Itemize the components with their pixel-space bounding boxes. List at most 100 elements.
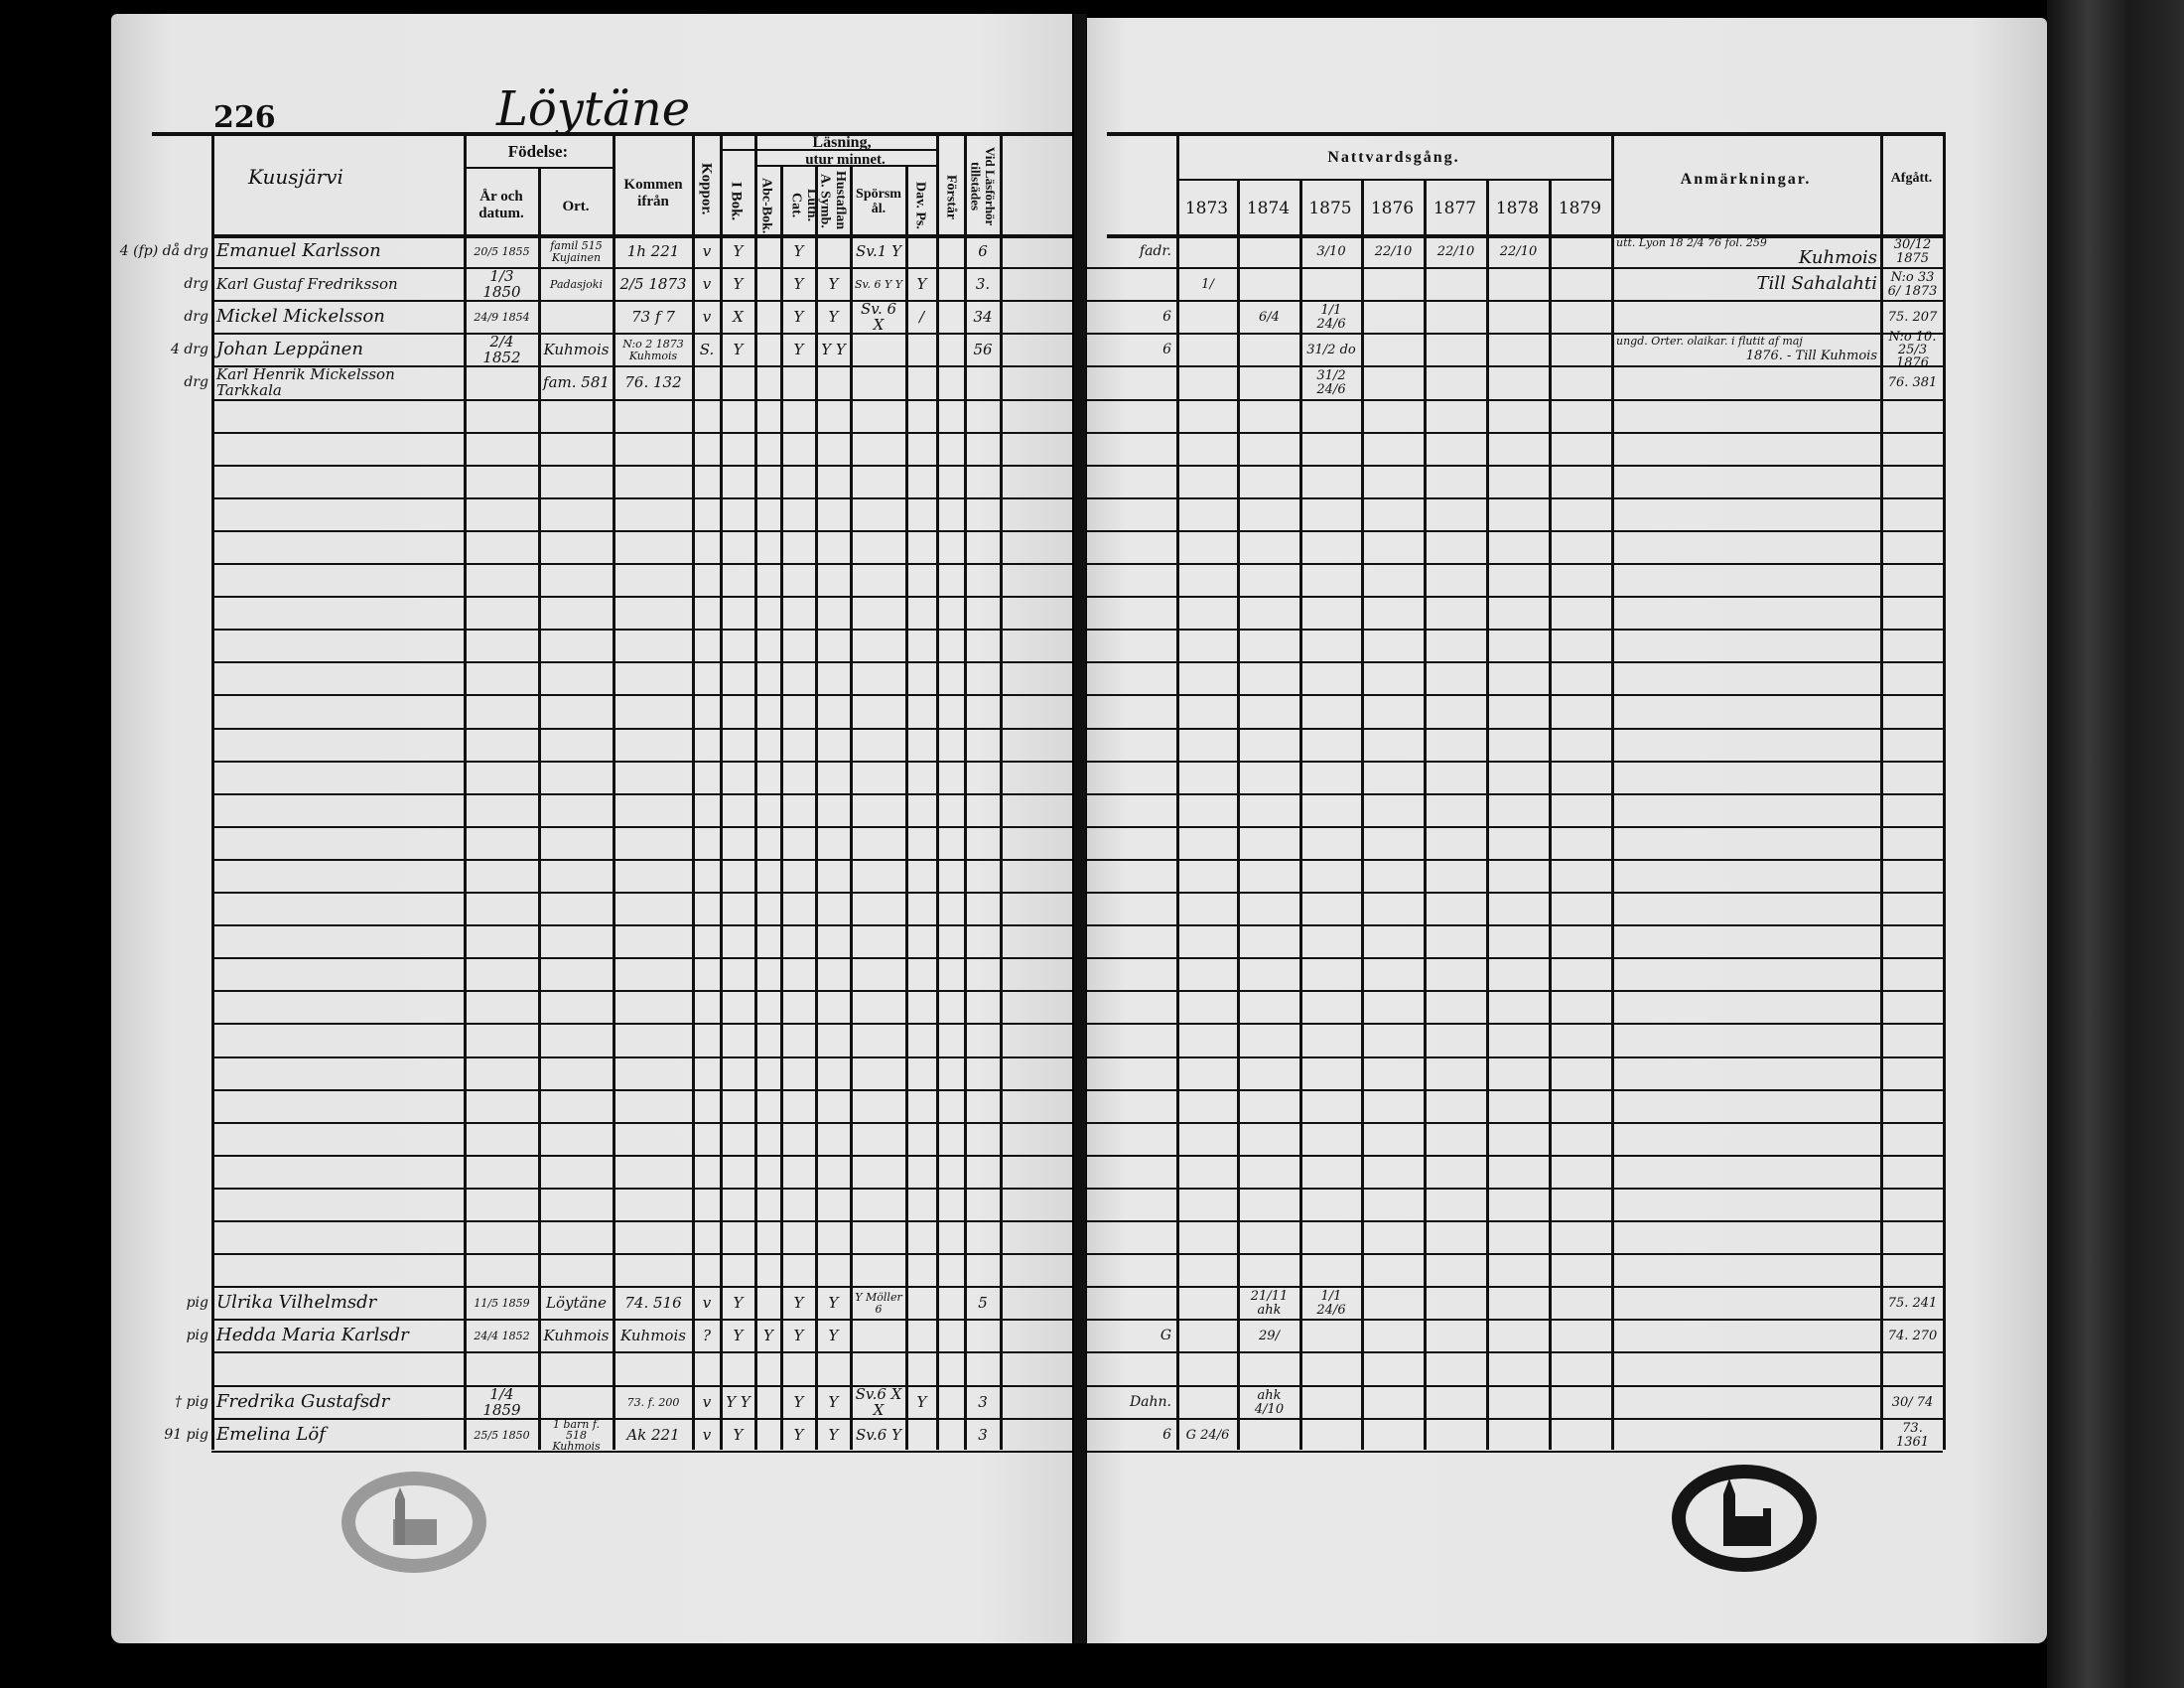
birth-date: 1/4 1859 <box>482 1385 521 1419</box>
row-rule <box>211 333 1072 335</box>
column-rule <box>1611 132 1614 1450</box>
communion-1875: 31/2 do <box>1306 342 1356 357</box>
luth-cat: Y <box>793 1293 804 1312</box>
birth-date: 2/4 1852 <box>482 333 521 366</box>
person-name: Emanuel Karlsson <box>216 240 381 262</box>
departed: 75. 207 <box>1887 309 1938 325</box>
header-reading: Läsning, <box>812 134 872 151</box>
row-rule <box>211 1286 1072 1288</box>
row-rule <box>211 661 1072 663</box>
row-rule <box>1087 728 1943 730</box>
header-understands: Förstår <box>943 175 959 220</box>
column-rule <box>1880 132 1883 1450</box>
column-rule <box>1424 179 1427 1450</box>
communion-1875: 1/1 24/6 <box>1316 303 1346 332</box>
row-rule <box>211 563 1072 565</box>
header-place: Ort. <box>562 199 590 214</box>
remark: Kuhmois <box>1798 246 1877 268</box>
luth-cat: Y <box>793 1326 804 1344</box>
birth-place: fam. 581 <box>543 372 610 391</box>
row-rule <box>211 1253 1072 1255</box>
header-by-heart: utur minnet. <box>805 152 886 168</box>
header-questions: Spörsmål. <box>856 187 901 217</box>
header-abc-book: Abc-Bok. <box>758 177 774 234</box>
in-book: Y <box>733 274 744 293</box>
departed: 76. 381 <box>1887 374 1938 390</box>
column-rule <box>815 165 818 1450</box>
margin-note: 6 <box>1162 309 1171 326</box>
book-edge <box>2047 0 2184 1688</box>
row-rule <box>1087 1418 1943 1420</box>
header-bottom-rule <box>211 234 1072 238</box>
column-rule <box>1361 179 1364 1450</box>
row-rule <box>211 694 1072 696</box>
year-header-1876: 1876 <box>1370 199 1415 218</box>
column-rule <box>720 132 723 1450</box>
communion-1874: 6/4 <box>1259 309 1280 325</box>
at-examination: 6 <box>978 241 988 260</box>
right-page <box>1087 18 2047 1643</box>
row-rule <box>211 1188 1072 1190</box>
row-rule <box>1087 530 1943 532</box>
departed: 73. 1361 <box>1895 1421 1930 1450</box>
departed: N:o 10. 25/3 1876 <box>1888 329 1937 371</box>
row-rule <box>1087 629 1943 631</box>
remark: Till Sahalahti <box>1756 273 1877 295</box>
row-rule <box>1087 1188 1943 1190</box>
hustaflan: Y <box>828 1425 839 1444</box>
communion-1874: 29/ <box>1259 1328 1280 1343</box>
margin-note: 4 (fp) då drg <box>119 243 208 260</box>
in-book: Y <box>733 340 744 358</box>
row-rule <box>1087 859 1943 861</box>
came-from: 73. f. 200 <box>626 1395 680 1409</box>
person-name: Johan Leppänen <box>216 339 363 360</box>
birth-date: 25/5 1850 <box>474 1428 530 1442</box>
hustaflan: Y <box>828 274 839 293</box>
header-departed: Afgått. <box>1890 171 1933 186</box>
row-rule <box>1087 1253 1943 1255</box>
in-book: Y <box>733 1326 744 1344</box>
smallpox: S. <box>699 340 715 358</box>
in-book: X <box>733 307 744 326</box>
smallpox: v <box>702 1425 712 1444</box>
row-rule <box>211 990 1072 992</box>
row-rule <box>1087 924 1943 926</box>
departed: 75. 241 <box>1887 1295 1938 1311</box>
hustaflan: Y <box>828 1392 839 1411</box>
parish-seal-right <box>1672 1465 1817 1572</box>
remark: 1876. - Till Kuhmois <box>1745 349 1877 364</box>
header-year-date: År och datum. <box>478 189 524 221</box>
year-header-1879: 1879 <box>1558 199 1602 218</box>
communion-1875: 3/10 <box>1316 243 1346 259</box>
row-rule <box>1087 1286 1943 1288</box>
smallpox: ? <box>702 1326 712 1344</box>
row-rule <box>1087 1220 1943 1222</box>
questions: Sv. 6 X <box>860 300 897 334</box>
margin-note: drg <box>184 309 208 326</box>
luth-cat: Y <box>793 274 804 293</box>
header-hustaflan: Hustaflan A. Symb. <box>817 171 848 230</box>
row-rule <box>1087 1155 1943 1157</box>
smallpox: v <box>702 307 712 326</box>
row-rule <box>211 859 1072 861</box>
table-top-rule <box>1107 132 1943 136</box>
at-examination: 34 <box>973 307 993 326</box>
header-came-from: Kommen ifrån <box>623 177 683 210</box>
abc-book: Y <box>763 1326 773 1344</box>
smallpox: v <box>702 274 712 293</box>
header-at-examination: Vid Läsförhör tillstädes <box>968 147 998 226</box>
smallpox: v <box>702 1293 712 1312</box>
in-book: Y <box>733 241 744 260</box>
birth-place: Kuhmois <box>543 1326 610 1344</box>
header-bottom-rule <box>1107 234 1943 238</box>
header-communion: Nattvardsgång. <box>1327 149 1460 166</box>
row-rule <box>211 365 1072 367</box>
questions: Sv. 6 Y Y <box>855 277 902 291</box>
column-rule <box>1943 132 1946 1450</box>
row-rule <box>1087 990 1943 992</box>
came-from: Kuhmois <box>620 1326 686 1344</box>
departed: 74. 270 <box>1887 1328 1938 1343</box>
row-rule <box>211 1023 1072 1025</box>
margin-note: pig <box>186 1295 208 1312</box>
came-from: N:o 2 1873 Kuhmois <box>622 338 684 362</box>
